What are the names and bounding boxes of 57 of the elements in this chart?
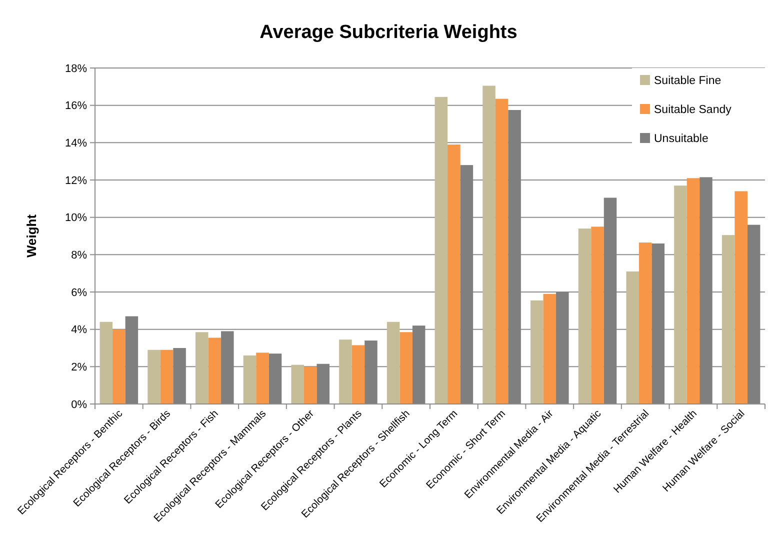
bar xyxy=(100,322,113,404)
bar xyxy=(638,242,652,404)
y-tick-label: 10% xyxy=(64,212,88,224)
bar xyxy=(448,144,460,404)
bar xyxy=(268,354,282,404)
y-tick-label: 16% xyxy=(64,100,88,112)
bar xyxy=(256,352,269,404)
y-tick-label: 8% xyxy=(71,250,88,262)
y-tick-label: 18% xyxy=(64,62,88,75)
bar xyxy=(734,191,748,404)
y-tick-label: 2% xyxy=(71,362,88,374)
bar xyxy=(591,226,604,404)
bar xyxy=(722,235,735,404)
y-tick-label: 14% xyxy=(64,138,88,150)
bar xyxy=(674,186,687,404)
bar xyxy=(400,332,412,404)
bar xyxy=(578,228,592,404)
bar xyxy=(686,178,700,404)
y-axis-title: Weight xyxy=(24,214,39,258)
bar xyxy=(386,322,400,404)
bar xyxy=(243,355,256,404)
bar xyxy=(208,338,222,404)
bar xyxy=(125,316,138,404)
bar xyxy=(160,350,174,404)
bar xyxy=(352,345,365,404)
legend-label: Unsuitable xyxy=(654,133,708,146)
chart-title: Average Subcriteria Weights xyxy=(260,22,518,43)
bar xyxy=(556,292,569,404)
bar xyxy=(460,165,474,404)
legend-label: Suitable Fine xyxy=(654,75,722,88)
bar xyxy=(196,332,208,404)
bar xyxy=(148,350,160,404)
bar xyxy=(316,364,330,404)
bar xyxy=(364,340,378,404)
bar xyxy=(604,198,617,404)
bar xyxy=(530,300,544,404)
y-tick-label: 0% xyxy=(71,398,88,411)
bar xyxy=(304,366,317,404)
bar xyxy=(495,98,508,404)
bar xyxy=(543,294,556,404)
bar xyxy=(339,340,352,404)
bar xyxy=(291,364,304,404)
bar xyxy=(508,110,521,404)
bar xyxy=(112,329,126,404)
bar xyxy=(434,96,448,404)
bar xyxy=(482,86,496,404)
bar xyxy=(652,243,664,404)
y-tick-label: 4% xyxy=(71,324,88,336)
bar xyxy=(700,177,712,404)
bar xyxy=(626,271,639,404)
legend-label: Suitable Sandy xyxy=(654,104,732,116)
y-tick-label: 6% xyxy=(71,286,88,299)
bar xyxy=(221,331,234,404)
y-tick-label: 12% xyxy=(64,174,88,187)
bar xyxy=(412,326,426,404)
bar xyxy=(747,224,760,404)
bar xyxy=(173,348,186,404)
